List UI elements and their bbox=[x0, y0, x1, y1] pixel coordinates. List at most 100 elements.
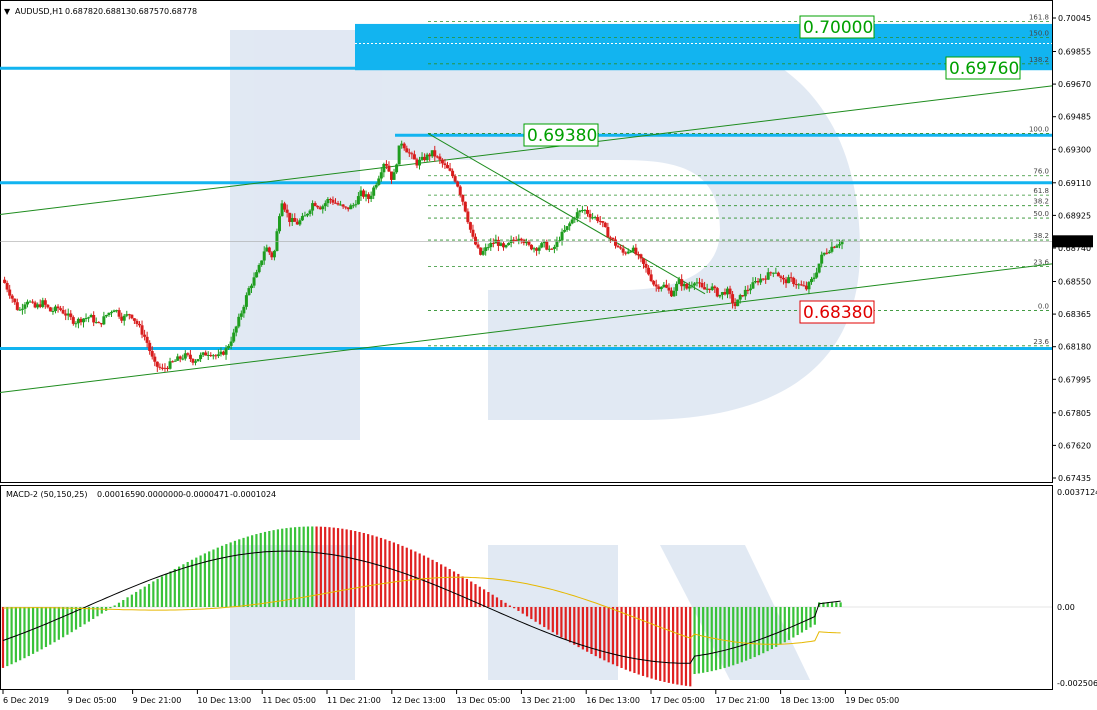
candle-body bbox=[710, 286, 714, 290]
candle-body bbox=[148, 342, 152, 352]
macd-bar bbox=[805, 607, 808, 630]
macd-bar bbox=[457, 573, 460, 607]
macd-bar bbox=[792, 607, 795, 638]
candle-body bbox=[76, 318, 80, 324]
candle-body bbox=[832, 246, 836, 248]
level-tag-box bbox=[523, 123, 599, 147]
candle-body bbox=[171, 361, 175, 363]
candle-body bbox=[26, 301, 29, 305]
candle-body bbox=[41, 300, 45, 307]
macd-bar bbox=[255, 534, 258, 607]
x-tick-label: 13 Dec 05:00 bbox=[457, 696, 511, 705]
macd-bar bbox=[117, 602, 121, 607]
candle-body bbox=[262, 251, 266, 261]
candle-body bbox=[64, 313, 68, 316]
candle-body bbox=[372, 187, 376, 196]
macd-bar bbox=[830, 602, 834, 607]
candle-body bbox=[802, 285, 806, 287]
candle-body bbox=[764, 278, 768, 280]
candle-body bbox=[499, 243, 503, 246]
candle-body bbox=[626, 251, 630, 254]
candle-body bbox=[799, 284, 803, 286]
macd-bar bbox=[573, 607, 576, 645]
y-tick-label: 0.68925 bbox=[1058, 211, 1091, 220]
macd-bar bbox=[311, 526, 314, 607]
candle-body bbox=[754, 281, 757, 283]
candle-body bbox=[507, 242, 511, 246]
candle-body bbox=[285, 209, 289, 213]
candle-body bbox=[428, 154, 432, 157]
candle-body bbox=[733, 303, 737, 307]
macd-bar bbox=[676, 607, 679, 685]
macd-bar bbox=[517, 607, 520, 611]
candle-body bbox=[94, 322, 98, 324]
candle-body bbox=[232, 332, 236, 342]
candle-body bbox=[570, 219, 574, 224]
macd-bar bbox=[10, 607, 13, 665]
macd-bar bbox=[233, 540, 237, 607]
y-tick-label: 0.68740 bbox=[1058, 244, 1091, 253]
candle-body bbox=[731, 294, 735, 304]
candle-body bbox=[379, 172, 383, 179]
candle-body bbox=[797, 284, 801, 286]
macd-bar bbox=[147, 584, 151, 607]
candle-body bbox=[654, 284, 658, 287]
macd-bar bbox=[521, 607, 524, 614]
candle-body bbox=[782, 277, 785, 280]
candle-body bbox=[346, 207, 350, 210]
macd-bar bbox=[358, 531, 361, 607]
candle-body bbox=[359, 190, 363, 197]
macd-bar bbox=[839, 602, 842, 607]
macd-bar bbox=[598, 607, 602, 659]
macd-bar bbox=[474, 584, 477, 607]
candle-body bbox=[700, 282, 704, 288]
macd-bar bbox=[36, 607, 39, 652]
candle-body bbox=[270, 252, 274, 258]
level-tag-box bbox=[799, 300, 875, 324]
x-tick-label: 17 Dec 05:00 bbox=[651, 696, 705, 705]
macd-bar bbox=[397, 544, 400, 607]
candle-body bbox=[443, 163, 447, 166]
macd-bar bbox=[165, 573, 168, 607]
macd-bar bbox=[616, 607, 619, 667]
y-tick-label: 0.68365 bbox=[1058, 310, 1091, 319]
macd-bar bbox=[182, 564, 185, 607]
watermark-logo bbox=[230, 30, 860, 680]
candle-body bbox=[720, 292, 724, 295]
candle-body bbox=[8, 289, 12, 296]
candle-body bbox=[5, 282, 9, 290]
macd-bar bbox=[62, 607, 65, 638]
candle-body bbox=[239, 313, 243, 317]
macd-bar bbox=[371, 535, 374, 607]
y-tick-label: 0.69670 bbox=[1058, 80, 1091, 89]
candle-body bbox=[84, 317, 88, 319]
candle-body bbox=[489, 242, 493, 248]
level-tag-label: 0.69760 bbox=[949, 59, 1019, 79]
candle-body bbox=[252, 277, 256, 286]
candle-body bbox=[316, 205, 320, 208]
candle-body bbox=[143, 334, 147, 337]
macd-bar bbox=[130, 594, 133, 607]
candle-body bbox=[573, 218, 577, 220]
macd-bar bbox=[809, 607, 812, 628]
candle-body bbox=[300, 216, 304, 221]
macd-bar bbox=[680, 607, 683, 686]
macd-bar bbox=[242, 537, 245, 607]
macd-bar bbox=[173, 568, 176, 607]
candle-body bbox=[306, 213, 309, 216]
macd-bar bbox=[461, 576, 464, 607]
macd-bar bbox=[268, 530, 271, 607]
chart-menu-icon[interactable]: ▼ bbox=[4, 7, 11, 16]
candle-body bbox=[138, 323, 141, 326]
candle-body bbox=[71, 317, 75, 324]
macd-bar bbox=[577, 607, 580, 648]
candle-body bbox=[420, 156, 424, 160]
candle-body bbox=[318, 207, 322, 210]
macd-bar bbox=[603, 607, 606, 661]
candle-body bbox=[120, 316, 124, 321]
macd-bar bbox=[435, 562, 438, 607]
macd-bar bbox=[431, 559, 434, 607]
macd-bar bbox=[444, 566, 447, 607]
y-tick-label: 0.67805 bbox=[1058, 409, 1091, 418]
candle-body bbox=[652, 280, 656, 285]
